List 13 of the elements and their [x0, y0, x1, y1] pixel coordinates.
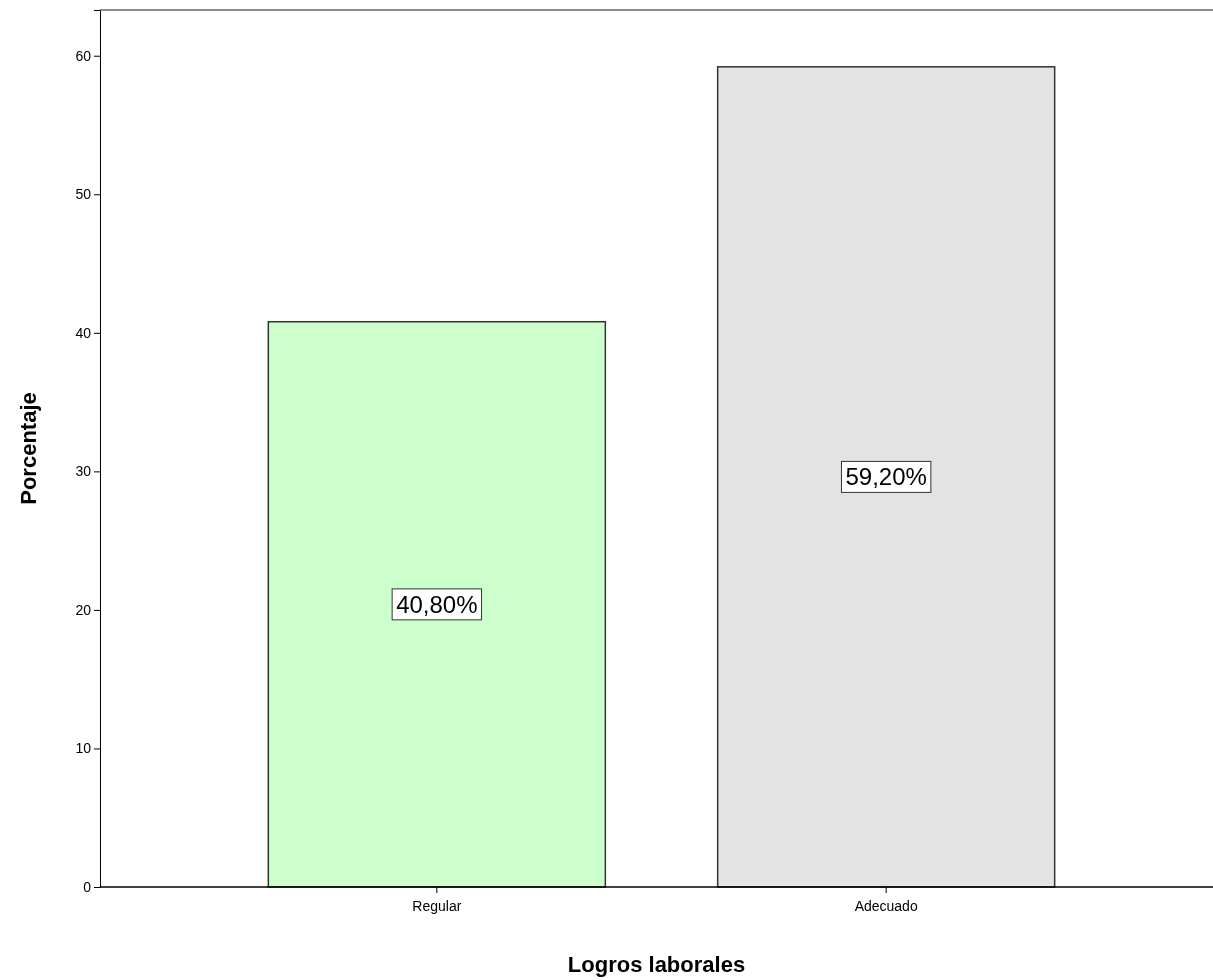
y-tick-label: 10: [75, 740, 92, 757]
x-tick-label: Adecuado: [854, 898, 918, 915]
y-axis-title: Porcentaje: [16, 392, 41, 505]
data-label: 59,20%: [845, 463, 927, 491]
y-tick-label: 50: [75, 186, 92, 203]
y-tick-label: 60: [75, 47, 92, 64]
y-tick-label: 0: [83, 878, 92, 895]
data-label: 40,80%: [396, 590, 478, 618]
y-tick-label: 20: [75, 601, 92, 618]
x-tick-label: Regular: [412, 898, 462, 915]
y-tick-label: 30: [75, 463, 92, 480]
x-axis-title: Logros laborales: [567, 952, 746, 977]
y-tick-label: 40: [75, 324, 92, 341]
